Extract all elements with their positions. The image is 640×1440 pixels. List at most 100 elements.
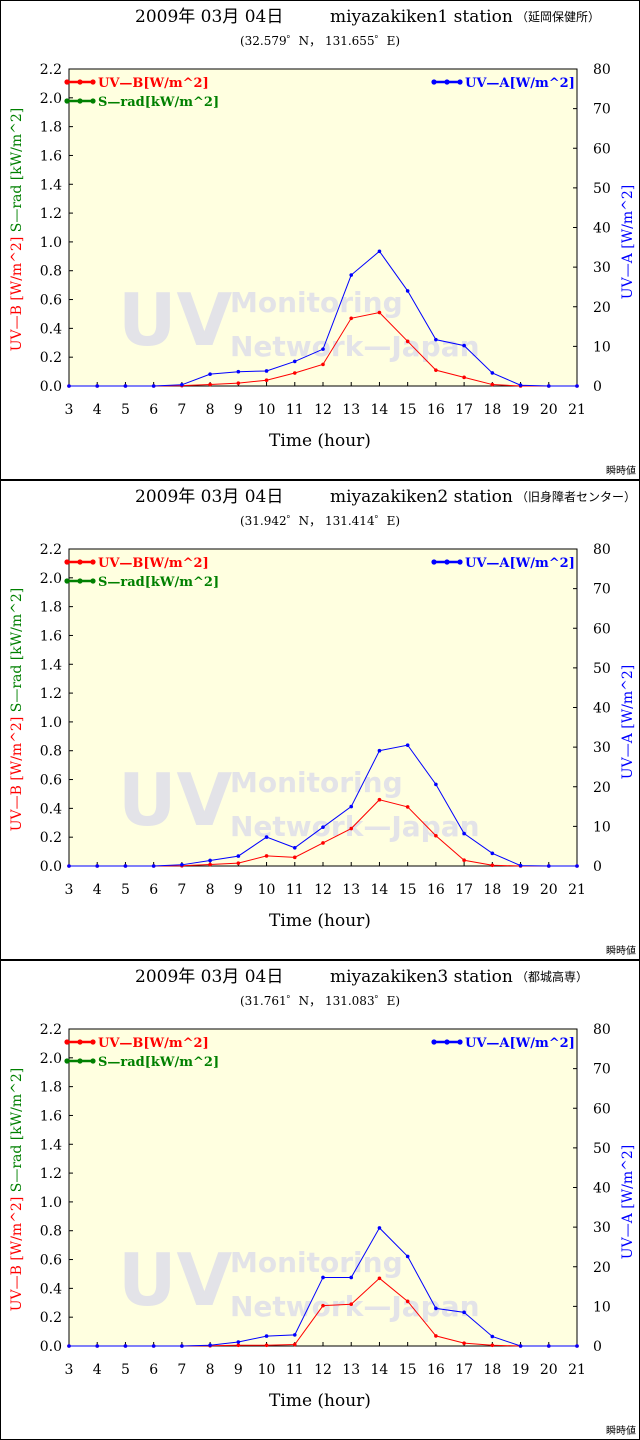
data-point-uvb <box>405 805 410 809</box>
y-left-tick-label: 1.4 <box>40 1137 62 1153</box>
y-left-tick-label: 1.8 <box>40 1080 62 1096</box>
y-left-tick-label: 1.6 <box>40 628 62 644</box>
data-point-uva <box>405 1254 410 1259</box>
y-right-tick-label: 10 <box>593 819 611 835</box>
watermark-network: Network—Japan <box>230 1290 480 1323</box>
legend-srad-marker <box>90 1058 96 1064</box>
y-right-tick-label: 40 <box>593 221 611 237</box>
data-point-uvb <box>208 382 212 387</box>
data-point-uva <box>518 1344 523 1348</box>
station-coordinates: (32.579゜N， 131.655゜E) <box>240 34 400 48</box>
x-tick-label: 11 <box>286 402 304 418</box>
x-tick-label: 18 <box>483 1362 501 1378</box>
y-right-tick-label: 40 <box>593 1181 611 1197</box>
x-axis-title: Time (hour) <box>269 911 371 931</box>
x-tick-label: 6 <box>149 402 158 418</box>
data-point-uva <box>490 1334 495 1339</box>
data-point-uva <box>180 1344 184 1348</box>
legend-uva-marker <box>444 559 450 565</box>
y-right-tick-label: 60 <box>593 1101 611 1117</box>
y-left-tick-label: 0.8 <box>40 1224 62 1240</box>
data-point-uvb <box>321 362 325 367</box>
x-tick-label: 16 <box>427 402 445 418</box>
data-point-uvb <box>321 841 325 845</box>
y-right-title-uva: UV—A [W/m^2] <box>620 665 636 779</box>
x-tick-label: 5 <box>121 1362 130 1378</box>
legend-uva-marker <box>444 1039 450 1045</box>
legend-srad: S—rad[kW/m^2] <box>98 575 219 590</box>
x-tick-label: 10 <box>258 402 276 418</box>
legend-uvb-marker <box>90 1039 96 1045</box>
data-point-uvb <box>377 310 382 315</box>
station-site: （都城高専） <box>516 969 588 984</box>
x-tick-label: 6 <box>149 882 158 898</box>
legend-uvb: UV—B[W/m^2] <box>98 76 209 91</box>
data-point-uva <box>208 1343 212 1348</box>
data-point-uvb <box>321 1303 325 1308</box>
x-tick-label: 13 <box>342 882 360 898</box>
legend-uva-marker <box>431 559 437 565</box>
data-point-uvb <box>434 1334 438 1338</box>
data-point-uvb <box>377 1276 382 1281</box>
legend-srad-marker <box>64 578 70 584</box>
x-tick-label: 19 <box>512 402 530 418</box>
y-left-tick-label: 0.6 <box>40 1253 62 1269</box>
y-right-tick-label: 50 <box>593 1141 611 1157</box>
legend-srad: S—rad[kW/m^2] <box>98 95 219 110</box>
data-point-uva <box>349 273 354 277</box>
chart-svg: 2009年 03月 04日 miyazakiken2 station （旧身障者セン… <box>0 480 640 960</box>
y-left-tick-label: 2.2 <box>40 62 62 78</box>
legend-uva-marker <box>431 1039 437 1045</box>
data-point-uvb <box>434 368 438 372</box>
y-left-tick-label: 1.0 <box>40 235 62 251</box>
x-tick-label: 15 <box>399 1362 417 1378</box>
chart-panel-3: 2009年 03月 04日 miyazakiken3 station （都城高専） (… <box>0 960 640 1440</box>
x-tick-label: 20 <box>540 882 558 898</box>
y-right-tick-label: 60 <box>593 141 611 157</box>
data-point-uva <box>349 1275 354 1280</box>
y-right-tick-label: 60 <box>593 621 611 637</box>
watermark-network: Network—Japan <box>230 330 480 363</box>
y-right-tick-label: 10 <box>593 339 611 355</box>
legend-uvb-marker <box>64 1039 70 1045</box>
y-right-tick-label: 30 <box>593 740 611 756</box>
station-name: miyazakiken3 station <box>330 967 513 987</box>
legend-srad-marker <box>90 578 96 584</box>
legend-uva: UV—A[W/m^2] <box>465 1036 575 1051</box>
data-point-uva <box>490 371 495 375</box>
y-right-tick-label: 80 <box>593 542 611 558</box>
watermark-uv: UV <box>118 278 232 362</box>
data-point-uvb <box>490 382 495 387</box>
data-point-uva <box>67 864 71 868</box>
data-point-uva <box>123 1344 128 1348</box>
legend-uva-marker <box>457 79 463 85</box>
legend-uvb-marker <box>77 559 83 565</box>
y-left-tick-label: 2.0 <box>40 1051 62 1067</box>
data-point-uva <box>95 384 100 388</box>
plot-area <box>68 68 578 387</box>
station-site: （旧身障者センター） <box>516 489 636 504</box>
y-left-tick-label: 1.4 <box>40 177 62 193</box>
y-right-tick-label: 0 <box>593 859 602 875</box>
x-tick-label: 12 <box>314 1362 332 1378</box>
y-right-title-uva: UV—A [W/m^2] <box>620 1145 636 1259</box>
x-tick-label: 12 <box>314 402 332 418</box>
data-point-uva <box>462 343 466 348</box>
data-point-uva <box>321 347 325 351</box>
instantaneous-note: 瞬時値 <box>606 944 636 957</box>
x-tick-label: 21 <box>568 1362 586 1378</box>
data-point-uva <box>575 1344 579 1348</box>
data-point-uva <box>377 748 382 753</box>
data-point-uvb <box>434 833 438 838</box>
y-left-title-srad: S—rad [kW/m^2] <box>9 1068 25 1192</box>
x-tick-label: 16 <box>427 882 445 898</box>
y-left-title-uvb: UV—B [W/m^2] <box>9 1197 25 1312</box>
y-left-tick-label: 2.0 <box>40 91 62 107</box>
y-left-tick-label: 0.6 <box>40 293 62 309</box>
data-point-uva <box>180 863 184 867</box>
x-tick-label: 3 <box>65 1362 74 1378</box>
y-left-tick-label: 0.2 <box>40 1310 62 1326</box>
y-left-tick-label: 0.0 <box>40 379 62 395</box>
watermark-uv: UV <box>118 1238 232 1322</box>
